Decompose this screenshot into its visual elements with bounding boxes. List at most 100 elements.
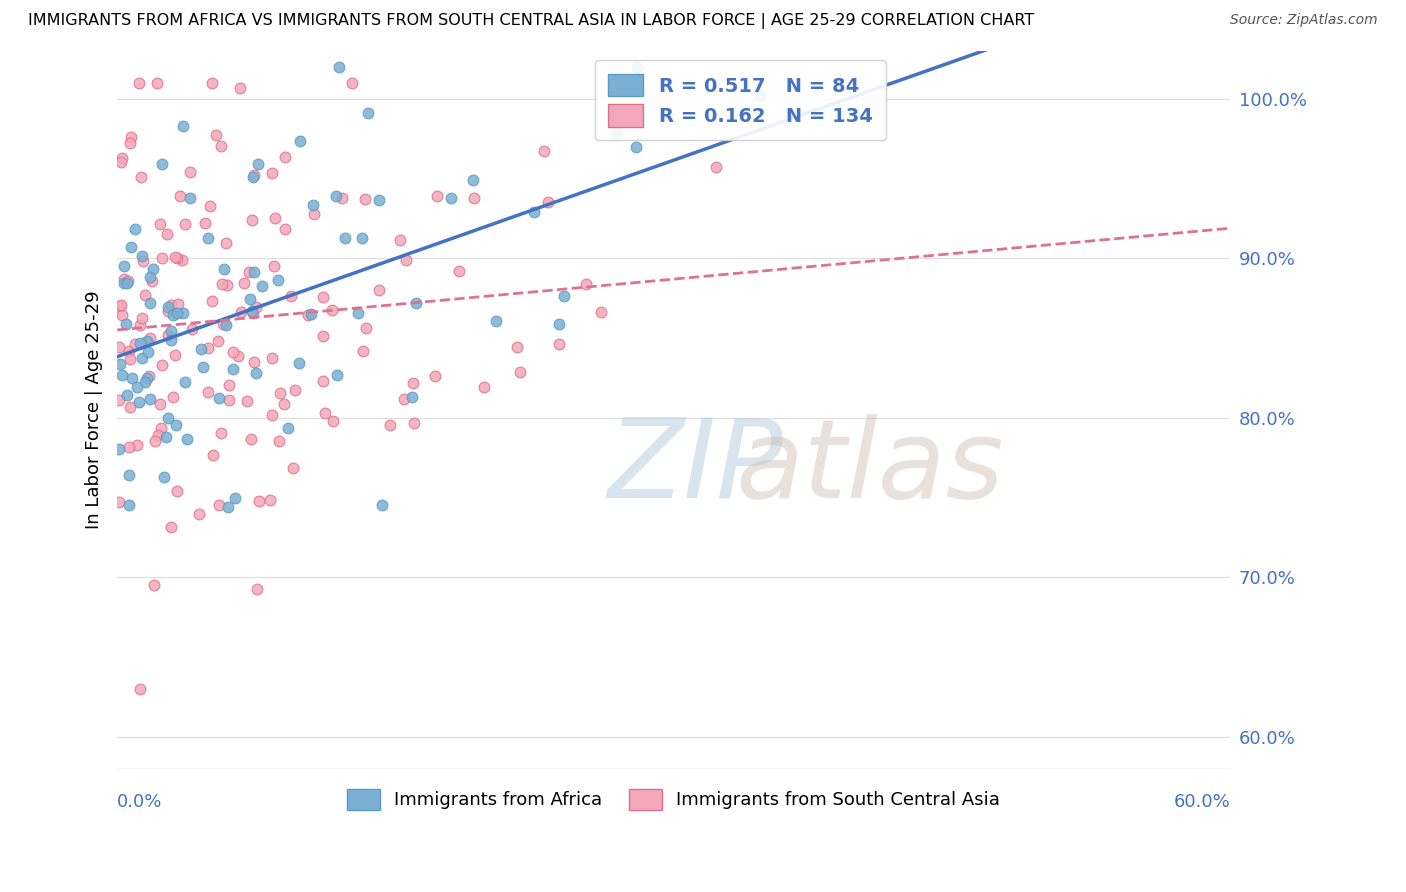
Point <box>174 217 197 231</box>
Point <box>174 376 197 390</box>
Point <box>302 207 325 221</box>
Point <box>277 421 299 435</box>
Point <box>108 393 131 408</box>
Point <box>118 499 141 513</box>
Point <box>626 60 648 74</box>
Point <box>269 385 291 400</box>
Point <box>197 341 219 355</box>
Point <box>146 76 169 90</box>
Point <box>245 300 267 314</box>
Point <box>108 442 131 456</box>
Point <box>143 434 166 448</box>
Text: 0.0%: 0.0% <box>117 793 163 811</box>
Point <box>155 430 177 444</box>
Legend: Immigrants from Africa, Immigrants from South Central Asia: Immigrants from Africa, Immigrants from … <box>340 781 1008 817</box>
Point <box>150 156 173 170</box>
Point <box>190 342 212 356</box>
Point <box>201 76 224 90</box>
Point <box>263 211 285 226</box>
Point <box>197 231 219 245</box>
Point <box>129 681 152 696</box>
Point <box>218 378 240 392</box>
Text: IMMIGRANTS FROM AFRICA VS IMMIGRANTS FROM SOUTH CENTRAL ASIA IN LABOR FORCE | AG: IMMIGRANTS FROM AFRICA VS IMMIGRANTS FRO… <box>28 13 1035 29</box>
Point <box>472 379 495 393</box>
Point <box>340 76 363 90</box>
Point <box>181 322 204 336</box>
Point <box>172 306 194 320</box>
Point <box>314 406 336 420</box>
Point <box>423 368 446 383</box>
Point <box>112 271 135 285</box>
Point <box>208 391 231 405</box>
Point <box>267 434 290 448</box>
Point <box>170 252 193 267</box>
Point <box>401 376 423 391</box>
Point <box>179 165 201 179</box>
Point <box>198 199 221 213</box>
Point <box>131 249 153 263</box>
Point <box>222 345 245 359</box>
Point <box>152 358 174 372</box>
Point <box>262 165 284 179</box>
Point <box>368 284 391 298</box>
Point <box>273 397 295 411</box>
Point <box>463 191 485 205</box>
Text: 60.0%: 60.0% <box>1174 793 1230 811</box>
Point <box>157 300 180 314</box>
Point <box>346 306 368 320</box>
Point <box>134 375 156 389</box>
Point <box>533 144 555 158</box>
Point <box>194 216 217 230</box>
Point <box>247 494 270 508</box>
Point <box>148 428 170 442</box>
Point <box>128 336 150 351</box>
Point <box>426 189 449 203</box>
Point <box>352 344 374 359</box>
Point <box>117 274 139 288</box>
Point <box>166 483 188 498</box>
Point <box>187 507 209 521</box>
Point <box>139 392 162 406</box>
Point <box>160 333 183 347</box>
Point <box>131 169 153 184</box>
Point <box>112 260 135 274</box>
Point <box>553 289 575 303</box>
Point <box>378 417 401 432</box>
Point <box>125 380 148 394</box>
Point <box>536 195 558 210</box>
Point <box>149 218 172 232</box>
Point <box>156 227 179 242</box>
Point <box>260 351 283 365</box>
Text: atlas: atlas <box>735 414 1004 521</box>
Point <box>547 317 569 331</box>
Point <box>484 314 506 328</box>
Point <box>238 265 260 279</box>
Point <box>153 470 176 484</box>
Point <box>215 318 238 332</box>
Point <box>440 191 463 205</box>
Point <box>288 134 311 148</box>
Point <box>222 362 245 376</box>
Point <box>110 299 132 313</box>
Point <box>405 296 427 310</box>
Point <box>246 157 269 171</box>
Point <box>197 384 219 399</box>
Point <box>242 265 264 279</box>
Point <box>150 251 173 265</box>
Point <box>136 345 159 359</box>
Point <box>312 329 335 343</box>
Point <box>321 302 343 317</box>
Point <box>131 254 153 268</box>
Point <box>108 495 131 509</box>
Point <box>312 374 335 388</box>
Point <box>242 170 264 185</box>
Point <box>299 308 322 322</box>
Point <box>150 421 173 435</box>
Point <box>149 397 172 411</box>
Point <box>704 160 727 174</box>
Point <box>131 310 153 325</box>
Point <box>274 222 297 236</box>
Point <box>125 438 148 452</box>
Point <box>240 212 263 227</box>
Point <box>117 467 139 482</box>
